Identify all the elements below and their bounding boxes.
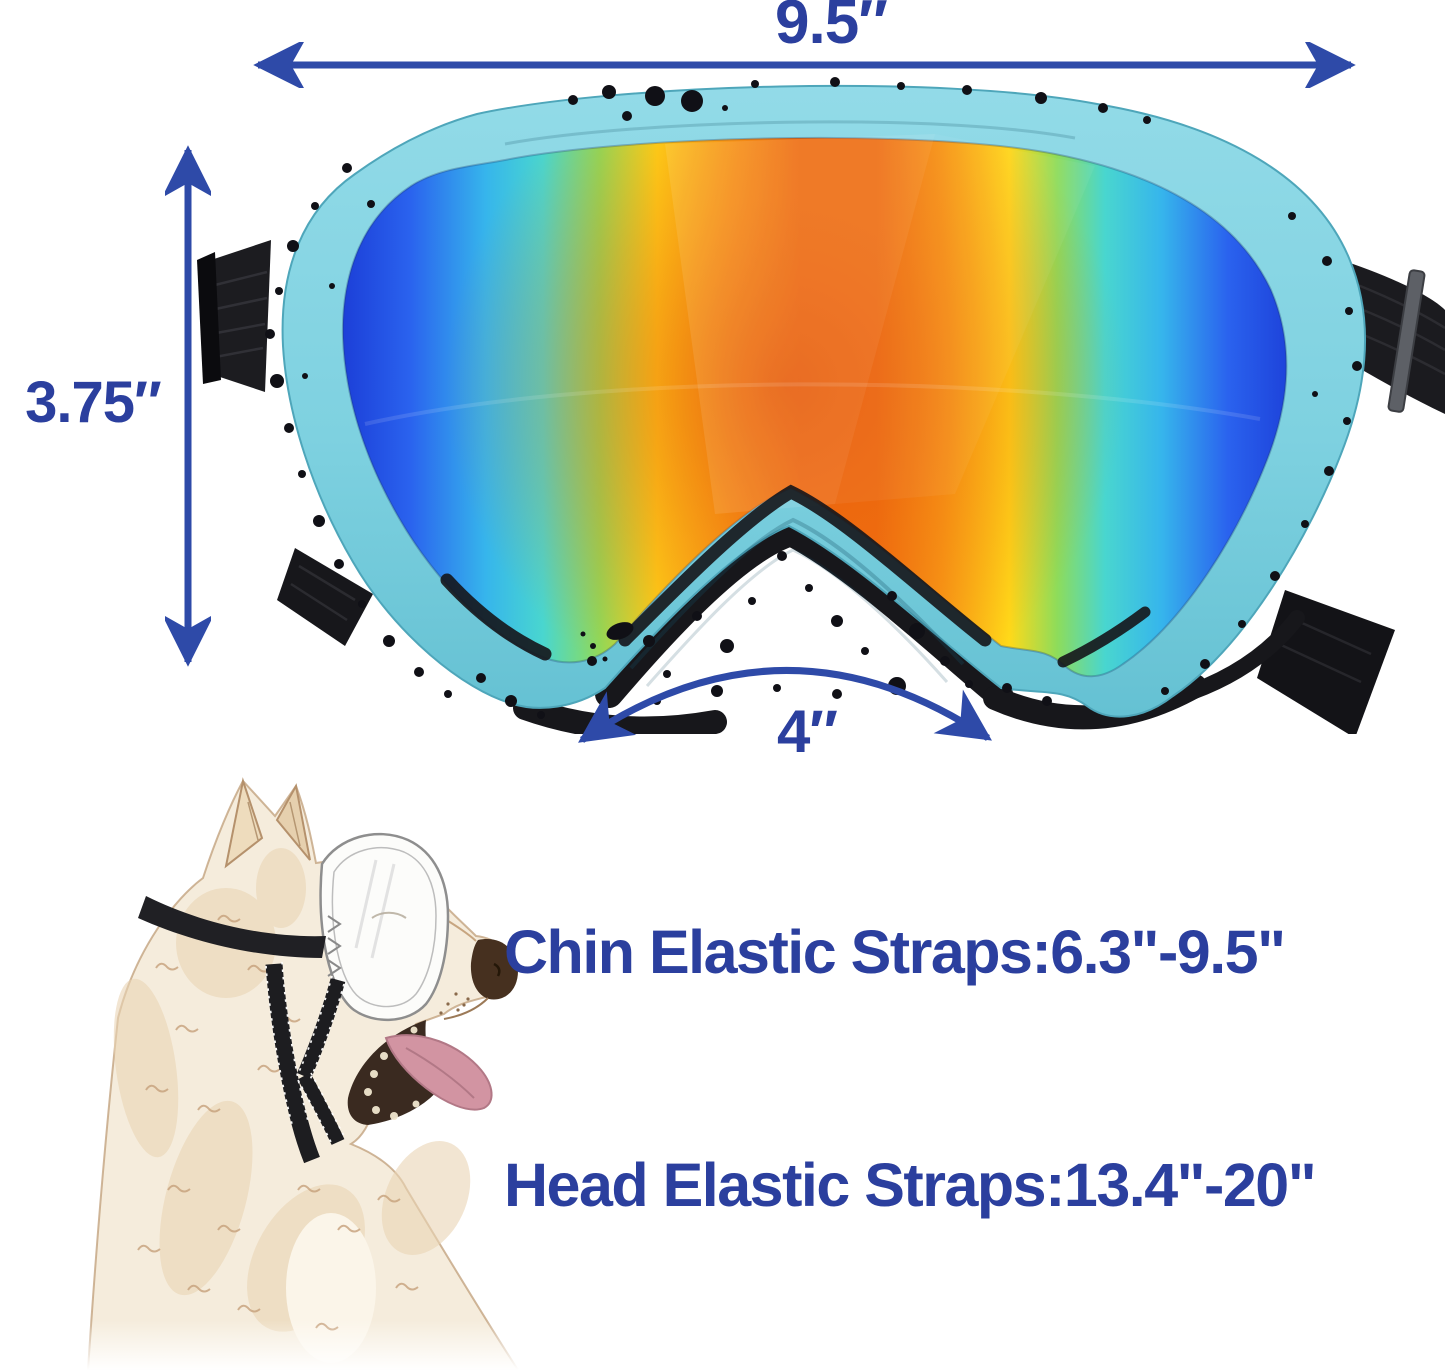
dog-goggles-product-photo (197, 77, 1445, 734)
goggle-straps (197, 240, 1445, 734)
chin-strap-spec-label: Chin Elastic Straps:6.3"-9.5" (504, 918, 1286, 986)
sketch-fade (76, 1320, 544, 1370)
goggle-lens (341, 134, 1288, 678)
bridge-dimension-arrow (578, 667, 992, 743)
dog-mouth (347, 1020, 493, 1125)
height-dimension-arrow (165, 145, 211, 667)
dog-wearing-goggles-sketch (76, 777, 544, 1370)
bridge-dimension-label: 4″ (776, 698, 838, 765)
width-dimension-arrow (253, 42, 1356, 88)
head-strap-spec-label: Head Elastic Straps:13.4"-20" (504, 1151, 1317, 1219)
nose-bridge-ridges (629, 517, 965, 687)
height-dimension-label: 3.75″ (25, 370, 162, 435)
dog-goggle-straps (138, 896, 346, 1164)
